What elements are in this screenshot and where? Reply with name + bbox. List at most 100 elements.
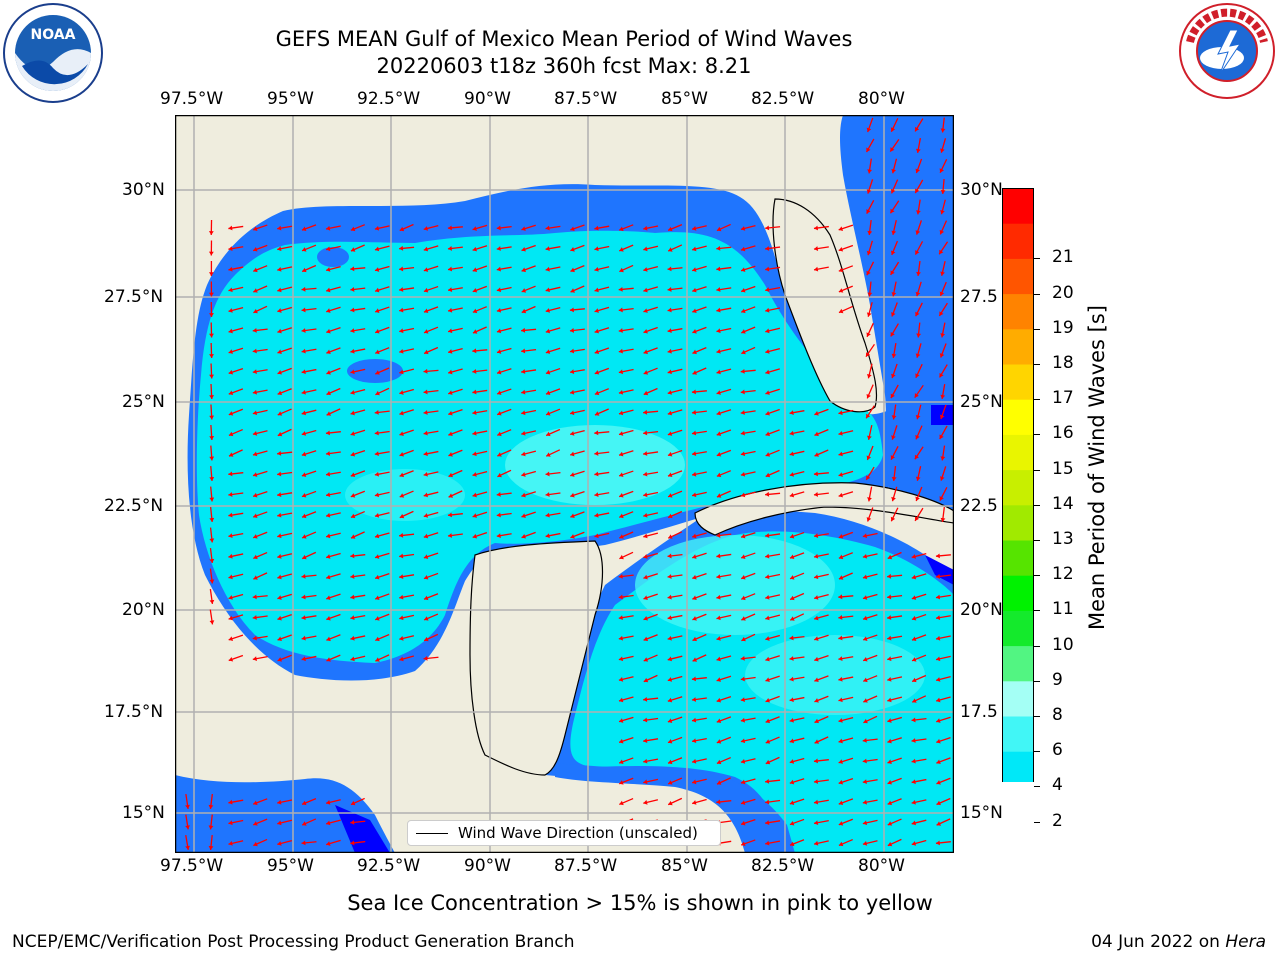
map-frame [175,115,954,853]
wind-arrow [423,346,439,355]
wind-arrow [350,510,365,519]
wind-arrow [252,348,268,354]
wind-arrow [209,547,215,564]
wind-arrow [740,430,756,436]
wind-arrow [813,779,829,784]
wind-arrow [350,797,365,806]
wind-arrow [277,408,292,416]
colorbar-tick-mark [1034,469,1040,471]
wind-arrow [667,777,683,785]
wind-arrow [350,244,365,252]
wind-arrow [277,634,292,642]
wind-arrow [619,551,634,560]
wind-arrow [399,614,415,621]
wind-arrow [618,409,634,416]
wind-arrow [209,301,214,318]
wind-arrow [447,287,463,293]
lon-label-bottom: 90°W [464,856,511,876]
wind-arrow [716,736,732,744]
wind-arrow [472,531,488,539]
wind-arrow [545,449,561,457]
wind-arrow [740,368,756,374]
lon-label-bottom: 95°W [267,856,314,876]
colorbar-tick-label: 19 [1052,317,1074,338]
wind-arrow [862,532,878,539]
wind-arrow [940,117,946,133]
wind-arrow [618,490,634,498]
colorbar-tick-label: 12 [1052,564,1074,585]
wind-arrow [667,244,683,252]
wind-arrow [423,450,439,457]
wind-arrow [789,818,805,826]
wind-arrow [939,425,948,440]
wind-arrow [399,307,415,313]
wind-arrow [667,716,683,723]
wind-arrow [301,615,317,620]
wind-arrow [253,285,268,293]
lon-label-bottom: 80°W [858,856,905,876]
wind-arrow [569,307,585,313]
wind-arrow [716,490,731,498]
wind-arrow [789,635,805,641]
wind-arrow [252,328,268,333]
wind-arrow [765,408,780,416]
wind-arrow [374,306,390,313]
wind-arrow [691,389,707,395]
wind-arrow [716,470,731,478]
lat-label-left: 30°N [122,180,165,200]
wind-arrow [399,655,415,662]
wind-arrow [253,551,268,560]
wind-arrow [570,224,585,231]
wind-arrow [301,224,317,232]
wind-arrow [740,224,756,231]
wind-arrow [253,305,268,314]
colorbar-segment [1002,223,1034,259]
wind-arrow [448,388,463,395]
wind-arrow [765,246,781,251]
wind-arrow [277,512,293,518]
wind-arrow [891,486,898,502]
wind-arrow [911,573,927,580]
colorbar-tick-label: 21 [1052,247,1074,268]
wind-arrow [891,158,898,174]
colorbar-segment [1002,188,1034,224]
wind-arrow [692,532,707,539]
wind-arrow [228,593,244,600]
wind-arrow [326,408,341,416]
wind-arrow [399,327,415,334]
wind-arrow [915,138,922,153]
wind-arrow [940,261,946,276]
wind-arrow [838,244,854,252]
wind-arrow [740,245,756,252]
wind-arrow [838,224,854,231]
wind-arrow [915,302,923,317]
wind-arrow [545,388,561,396]
wind-arrow [691,676,707,682]
colorbar-tick-label: 9 [1052,669,1063,690]
wind-arrow [301,840,317,846]
wind-arrow [813,553,829,559]
wind-arrow [813,573,829,580]
colorbar-segment [1002,680,1034,717]
wind-arrow [936,757,951,765]
wind-arrow [228,654,244,662]
wind-arrow [814,715,829,724]
wind-arrow [887,798,902,806]
wind-arrow [914,241,924,255]
wind-arrow [667,429,683,436]
wind-arrow [618,696,634,703]
wind-arrow [643,593,658,600]
wind-arrow [740,389,756,395]
wind-arrow [838,285,853,293]
wind-arrow [838,615,854,620]
colorbar-segment [1002,645,1034,682]
wind-arrow [228,367,244,375]
wind-arrow [887,716,902,723]
wind-arrow [325,532,341,539]
wind-arrow [813,471,829,477]
wind-arrow [765,307,781,313]
wind-arrow [866,240,873,256]
wind-arrow [570,244,585,252]
colorbar-tick-label: 8 [1052,705,1063,725]
wind-arrow [838,594,854,600]
